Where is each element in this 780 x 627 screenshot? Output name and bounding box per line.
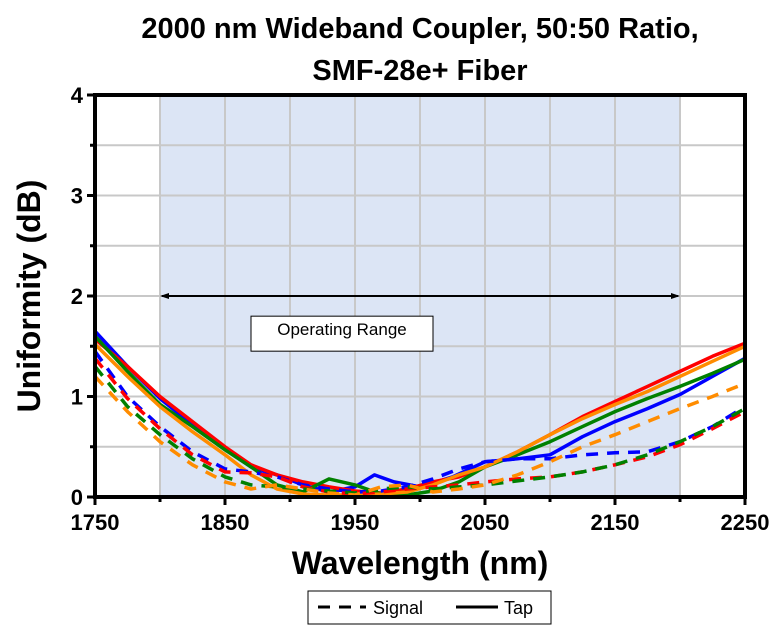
x-tick-label: 1850 (201, 510, 250, 535)
series-dashed-orange (93, 375, 746, 497)
y-tick-label: 4 (71, 83, 84, 108)
chart-title-line-2: SMF-28e+ Fiber (312, 55, 527, 87)
arrow-head-left (160, 293, 169, 299)
x-axis-label: Wavelength (nm) (292, 545, 549, 581)
series-dashed-blue (93, 350, 746, 494)
y-axis-label: Uniformity (dB) (11, 180, 47, 413)
x-tick-label: 1750 (71, 510, 120, 535)
y-tick-label: 3 (71, 184, 83, 209)
x-tick-label: 1950 (331, 510, 380, 535)
axes (87, 93, 747, 505)
tick-labels: 1750 1850 1950 2050 2150 2250 0 1 2 3 4 (71, 83, 770, 535)
x-tick-label: 2150 (591, 510, 640, 535)
x-tick-label: 2050 (461, 510, 510, 535)
legend-tap-label: Tap (504, 598, 533, 618)
operating-range-arrow (160, 293, 680, 299)
x-tick-label: 2250 (721, 510, 770, 535)
series-dashed-green (93, 365, 746, 495)
y-tick-label: 1 (71, 385, 83, 410)
arrow-head-right (671, 293, 680, 299)
chart-title-line-1: 2000 nm Wideband Coupler, 50:50 Ratio, (141, 13, 698, 45)
operating-range-label: Operating Range (277, 320, 406, 339)
y-tick-label: 2 (71, 284, 83, 309)
series-dashed-red (93, 357, 746, 496)
operating-range-label-box (250, 315, 434, 352)
series-solid-orange (93, 342, 746, 497)
y-tick-label: 0 (71, 485, 83, 510)
legend-signal-label: Signal (373, 598, 423, 618)
legend: Signal Tap (307, 590, 552, 625)
